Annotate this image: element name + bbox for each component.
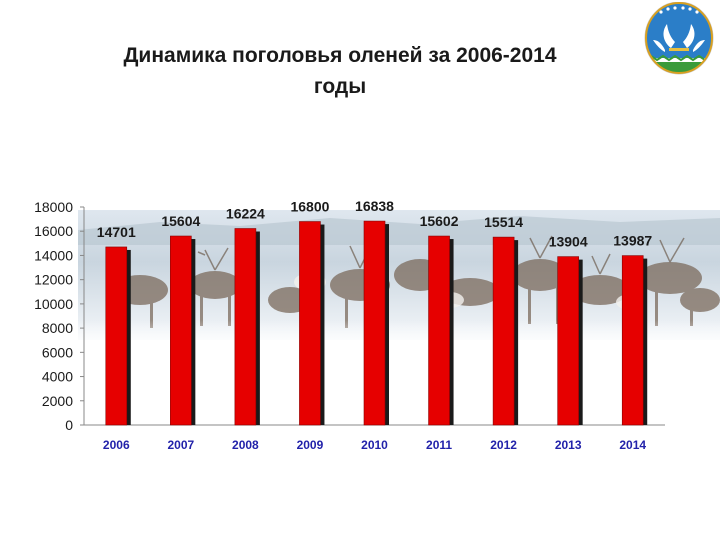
data-label: 16224 [226,206,265,222]
bar-2011 [428,235,450,426]
bar-2014 [621,255,644,426]
bar-2013 [557,256,579,426]
coat-of-arms-icon [644,2,714,75]
data-label: 16800 [290,199,329,215]
bar-2008 [234,228,257,426]
x-tick-label: 2014 [619,438,646,452]
x-tick-label: 2012 [490,438,517,452]
y-tick-label: 12000 [34,272,73,288]
y-tick-label: 10000 [34,296,73,312]
x-tick-label: 2006 [103,438,130,452]
bar-2012 [492,236,515,426]
bar-2010 [363,220,386,426]
data-label: 13987 [613,233,652,249]
bar-2006 [105,246,128,426]
x-tick-label: 2009 [297,438,324,452]
bars-group [105,220,648,426]
x-tick-label: 2011 [426,438,452,452]
bar-2009 [299,221,321,426]
data-label: 16838 [355,198,394,214]
chart-title: Динамика поголовья оленей за 2006-2014 г… [60,40,620,102]
x-tick-label: 2007 [167,438,194,452]
chart-title-line-1: Динамика поголовья оленей за 2006-2014 [123,44,557,67]
x-tick-label: 2013 [555,438,582,452]
data-label: 13904 [549,234,588,250]
x-axis-labels: 2006 2007 2008 2009 2010 2011 2012 2013 2014 [103,438,646,452]
data-label: 15604 [161,213,200,229]
data-label: 15514 [484,214,523,230]
data-label: 14701 [97,224,136,240]
data-labels-group: 14701 15604 16224 16800 16838 15602 15514 13904… [97,198,653,250]
y-tick-label: 6000 [42,344,73,360]
chart-title-line-2: годы [313,75,367,98]
y-tick-label: 2000 [42,393,73,409]
data-label: 15602 [420,213,459,229]
x-tick-label: 2010 [361,438,388,452]
bar-2007 [170,235,192,426]
y-tick-label: 18000 [34,199,73,215]
y-tick-label: 0 [65,417,73,433]
x-tick-label: 2008 [232,438,259,452]
y-tick-label: 4000 [42,369,73,385]
y-tick-label: 14000 [34,247,73,263]
y-tick-label: 8000 [42,320,73,336]
y-tick-label: 16000 [34,223,73,239]
